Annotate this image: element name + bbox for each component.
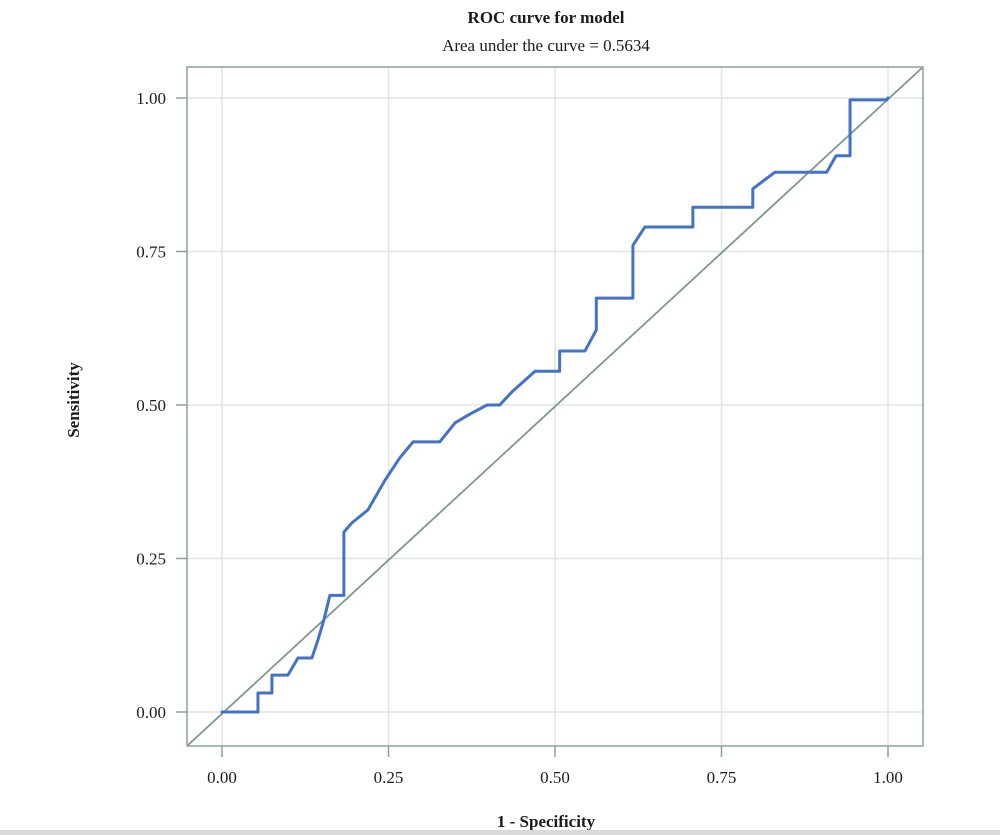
chart-subtitle: Area under the curve = 0.5634	[442, 36, 650, 55]
x-tick-label: 0.50	[540, 768, 570, 787]
y-tick-label: 0.25	[136, 550, 166, 569]
gridlines	[187, 67, 923, 746]
chart-title: ROC curve for model	[468, 8, 625, 27]
x-tick-label: 0.25	[374, 768, 404, 787]
x-tick-label: 0.00	[207, 768, 237, 787]
reference-diagonal-line	[186, 66, 924, 747]
y-tick-label: 0.50	[136, 396, 166, 415]
y-tick-label: 0.75	[136, 243, 166, 262]
x-tick-labels: 0.00 0.25 0.50 0.75 1.00	[207, 768, 903, 787]
y-tick-label: 1.00	[136, 89, 166, 108]
window-bottom-edge	[0, 830, 1000, 835]
x-tick-label: 0.75	[707, 768, 737, 787]
tick-marks	[176, 97, 889, 757]
y-tick-label: 0.00	[136, 703, 166, 722]
x-axis-label: 1 - Specificity	[497, 812, 596, 831]
y-axis-label: Sensitivity	[64, 362, 83, 438]
roc-curve-line	[220, 96, 890, 714]
x-tick-label: 1.00	[873, 768, 903, 787]
y-tick-labels: 0.00 0.25 0.50 0.75 1.00	[136, 89, 166, 722]
